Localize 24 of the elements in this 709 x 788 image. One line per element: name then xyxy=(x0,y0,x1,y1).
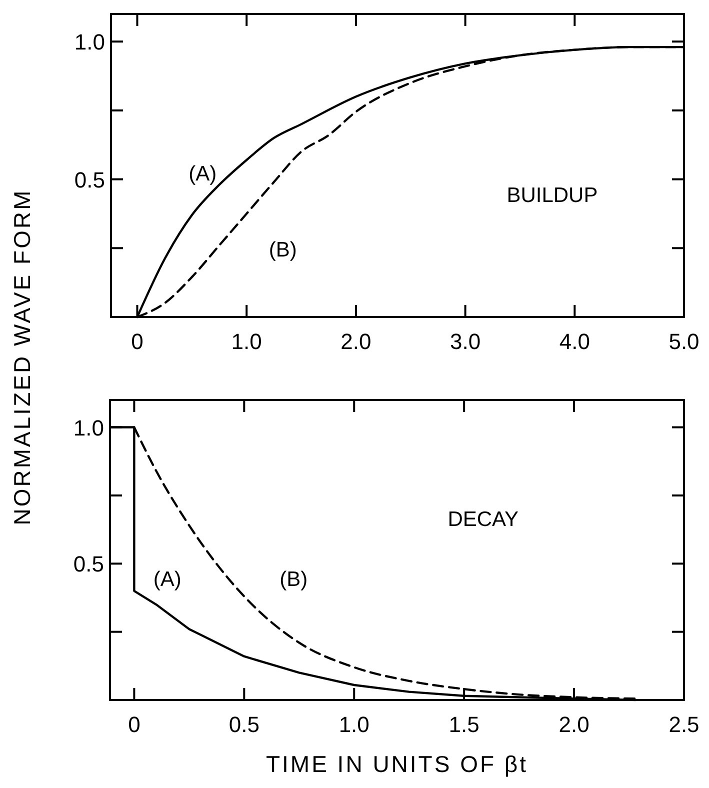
y-axis-title: NORMALIZED WAVE FORM xyxy=(9,188,35,526)
x-tick-label: 2.0 xyxy=(340,329,372,354)
x-tick-label: 4.0 xyxy=(559,329,590,354)
x-tick-label: 1.0 xyxy=(231,329,262,354)
x-axis-title: TIME IN UNITS OF βt xyxy=(266,751,528,777)
x-tick-label: 0.5 xyxy=(228,712,260,737)
x-tick-label: 0 xyxy=(131,329,144,354)
x-tick-label: 3.0 xyxy=(450,329,481,354)
y-tick-label: 1.0 xyxy=(74,30,105,55)
y-tick-label: 1.0 xyxy=(73,415,104,440)
annotation: DECAY xyxy=(448,508,518,531)
annotation: (B) xyxy=(268,238,297,262)
annotation: (A) xyxy=(188,162,217,186)
x-tick-label: 2.0 xyxy=(558,712,590,737)
y-tick-label: 0.5 xyxy=(74,167,105,192)
x-tick-label: 2.5 xyxy=(668,712,700,737)
x-tick-label: 1.0 xyxy=(338,712,370,737)
annotation: (B) xyxy=(280,568,308,591)
y-tick-label: 0.5 xyxy=(73,552,104,577)
annotation: BUILDUP xyxy=(506,184,598,207)
annotation: (A) xyxy=(153,568,182,591)
x-tick-label: 1.5 xyxy=(448,712,480,737)
x-tick-label: 0 xyxy=(128,712,140,737)
x-tick-label: 5.0 xyxy=(668,329,700,354)
